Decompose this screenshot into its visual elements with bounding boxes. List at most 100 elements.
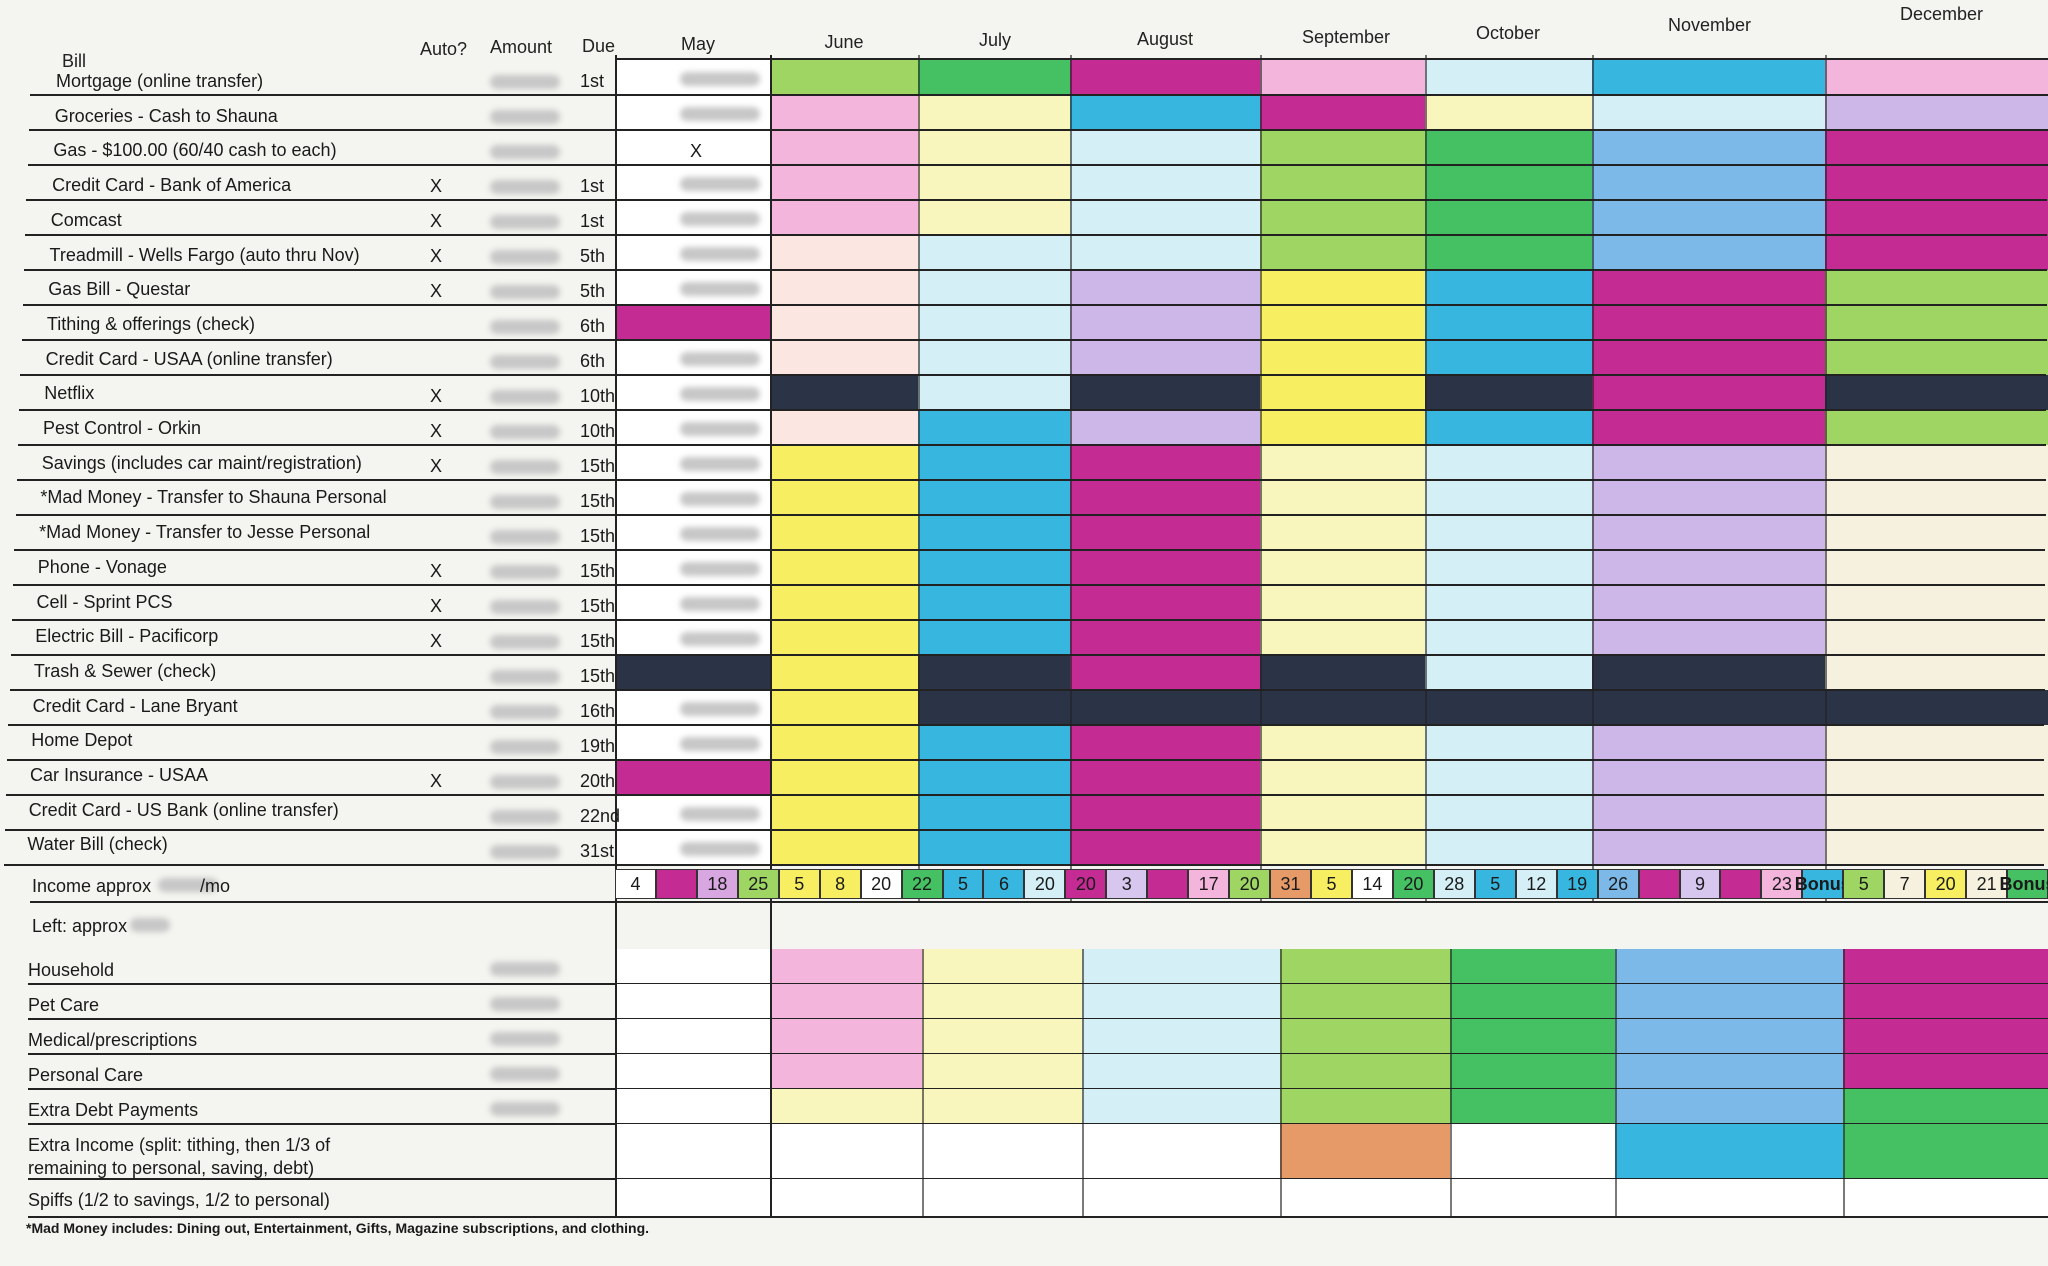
month-header-october: October [1475, 23, 1541, 43]
bill-name: Phone - Vonage [37, 556, 167, 577]
bill-cell-m1-r12 [770, 480, 918, 515]
auto-mark: X [430, 456, 443, 476]
bill-cell-m7-r10 [1825, 410, 2048, 445]
due-date: 6th [580, 316, 606, 336]
bill-cell-m3-r5 [1070, 235, 1260, 270]
row-line [10, 654, 2045, 656]
bill-cell-m4-r11 [1260, 445, 1425, 480]
bill-cell-m1-r17 [770, 655, 918, 690]
category-name: Personal Care [28, 1065, 144, 1085]
row-line [13, 584, 2046, 586]
bill-cell-m1-r9 [770, 375, 918, 410]
bill-name: Credit Card - USAA (online transfer) [45, 348, 333, 369]
bill-name: Pest Control - Orkin [43, 418, 202, 438]
bill-cell-m2-r1 [918, 95, 1070, 130]
left-label: Left: approx [32, 916, 128, 936]
bill-cell-m2-r20 [918, 760, 1070, 795]
bill-cell-m4-r9 [1260, 375, 1425, 410]
category-amount-redacted [490, 1102, 560, 1116]
cat-cell [770, 1054, 922, 1089]
cat-cell [615, 984, 770, 1019]
cat-cell [1450, 1019, 1615, 1054]
income-cell: 21 [1966, 869, 2008, 899]
cat-cell [1843, 1054, 2048, 1089]
may-amount-redacted [680, 527, 760, 541]
bill-name: Credit Card - US Bank (online transfer) [28, 799, 339, 820]
row-line [15, 514, 2046, 516]
bill-cell-m7-r4 [1825, 200, 2048, 235]
bill-cell-m1-r20 [770, 760, 918, 795]
cat-cell [1615, 1089, 1843, 1124]
may-cell-r7 [615, 305, 770, 340]
bill-name: *Mad Money - Transfer to Shauna Personal [40, 487, 387, 508]
cat-cell [1082, 984, 1280, 1019]
may-cell-r17 [615, 655, 770, 690]
bill-cell-m4-r6 [1260, 270, 1425, 305]
cat-cell [615, 1124, 770, 1179]
income-cell: 28 [1433, 869, 1475, 899]
bill-name: Electric Bill - Pacificorp [35, 626, 219, 647]
cat-cell [922, 1019, 1082, 1054]
amount-redacted [490, 705, 560, 719]
row-line [14, 549, 2046, 551]
month-header-may: May [680, 34, 715, 54]
bill-cell-m1-r5 [770, 235, 918, 270]
bill-name: Credit Card - Bank of America [52, 175, 292, 196]
bill-cell-m5-r19 [1425, 725, 1592, 760]
month-header-july: July [978, 30, 1011, 50]
amount-redacted [490, 180, 560, 194]
may-amount-redacted [680, 632, 760, 646]
bill-cell-m2-r6 [918, 270, 1070, 305]
row-line [24, 269, 2047, 271]
due-date: 10th [580, 421, 616, 441]
cat-cell [1843, 1179, 2048, 1217]
bill-cell-m7-r9 [1825, 375, 2048, 410]
bill-cell-m1-r2 [770, 130, 918, 165]
bill-name: Mortgage (online transfer) [56, 71, 264, 91]
row-line [19, 409, 2047, 411]
income-bottom-line [30, 901, 2048, 903]
income-cell: 9 [1679, 869, 1721, 899]
income-cell [655, 869, 697, 899]
income-cell [1720, 869, 1762, 899]
bill-name: Water Bill (check) [27, 834, 168, 855]
may-amount-redacted [680, 387, 760, 401]
bill-cell-m7-r20 [1825, 760, 2048, 795]
bill-name: Gas - $100.00 (60/40 cash to each) [53, 140, 337, 161]
bill-cell-m2-r0 [918, 60, 1070, 95]
due-date: 5th [580, 246, 606, 266]
bill-cell-m1-r16 [770, 620, 918, 655]
income-cell: 5 [1311, 869, 1352, 899]
may-cell-r2 [615, 130, 770, 165]
cat-line [28, 1123, 2048, 1125]
amount-redacted [490, 285, 560, 299]
bill-cell-m4-r21 [1260, 795, 1425, 830]
bill-cell-m2-r11 [918, 445, 1070, 480]
col-line [1843, 949, 1845, 1217]
bill-cell-m1-r0 [770, 60, 918, 95]
bill-name: Home Depot [31, 730, 133, 751]
bill-cell-m2-r22 [918, 830, 1070, 865]
category-name: Extra Income (split: tithing, then 1/3 o… [28, 1135, 331, 1178]
cat-line [28, 983, 2048, 985]
header-line [615, 58, 2048, 60]
bill-cell-m3-r15 [1070, 585, 1260, 620]
income-cell: 20 [1925, 869, 1967, 899]
bill-cell-m7-r8 [1825, 340, 2048, 375]
bill-cell-m7-r7 [1825, 305, 2048, 340]
due-date: 19th [580, 736, 616, 756]
bill-cell-m6-r20 [1592, 760, 1825, 795]
amount-redacted [490, 110, 560, 124]
due-date: 16th [580, 701, 616, 721]
bill-cell-m1-r14 [770, 550, 918, 585]
row-line [4, 829, 2044, 831]
due-date: 20th [580, 771, 616, 791]
cat-cell [770, 1124, 922, 1179]
auto-mark: X [430, 246, 443, 266]
cat-cell [615, 1054, 770, 1089]
cat-cell [1082, 1054, 1280, 1089]
bill-cell-m3-r16 [1070, 620, 1260, 655]
month-header-september: September [1302, 27, 1391, 47]
bill-cell-m2-r9 [918, 375, 1070, 410]
header-due: Due [582, 36, 616, 56]
